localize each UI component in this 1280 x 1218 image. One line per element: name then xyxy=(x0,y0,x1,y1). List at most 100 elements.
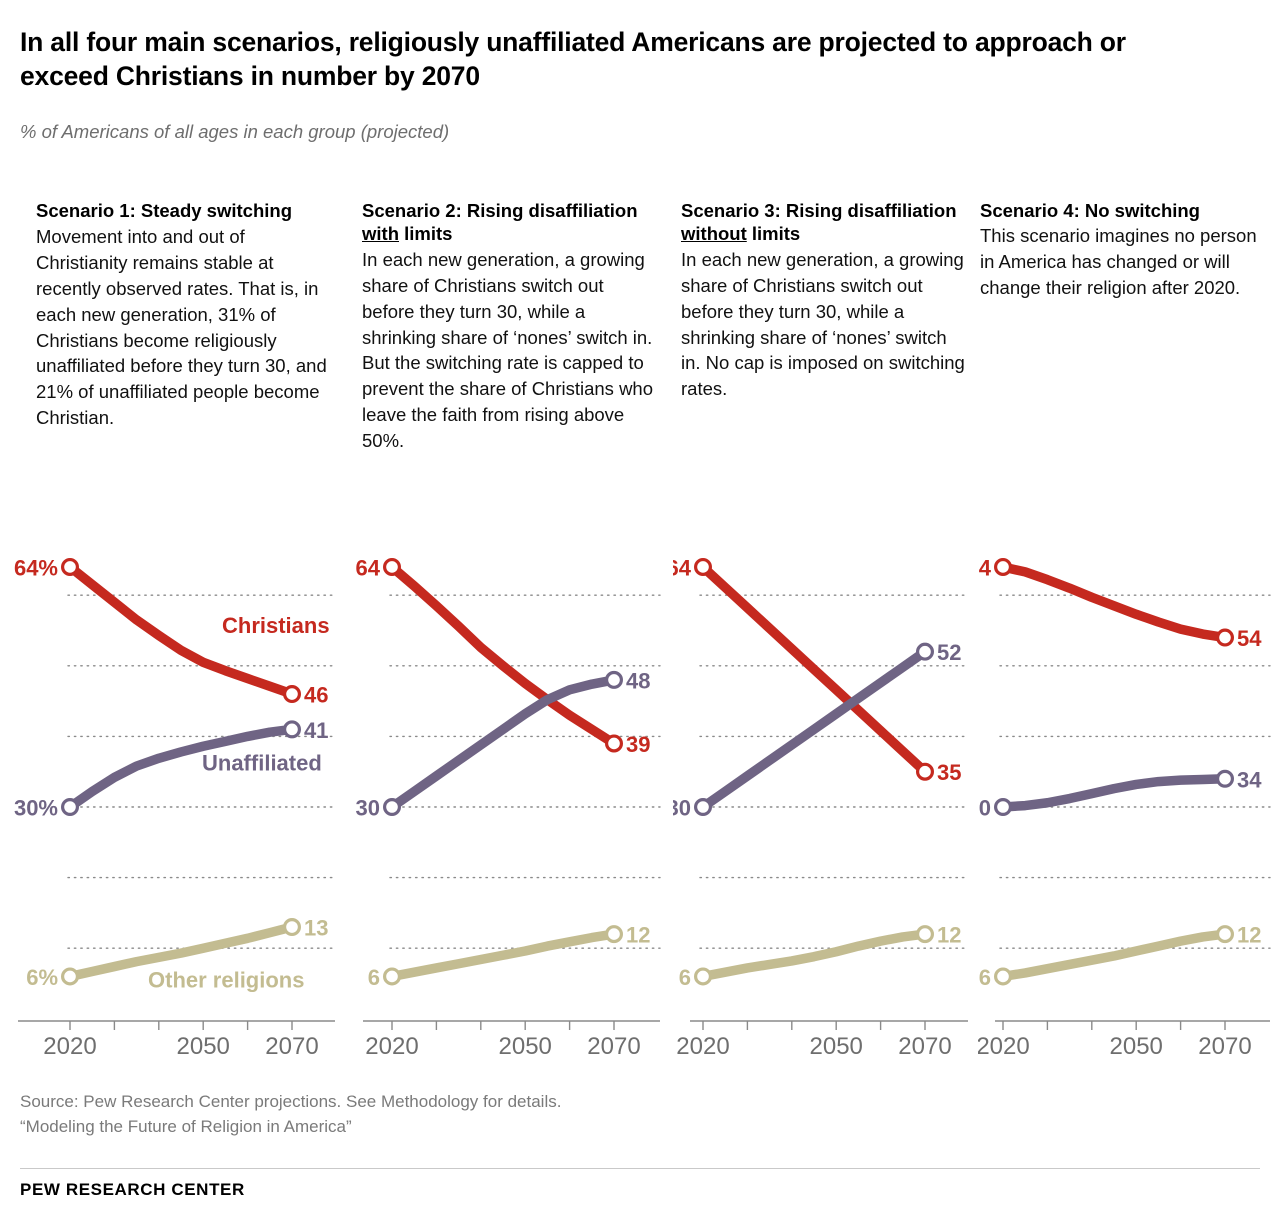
datapoint-marker xyxy=(382,798,401,817)
scenario-1-body: Movement into and out of Christianity re… xyxy=(36,225,327,429)
datapoint-marker xyxy=(994,798,1013,817)
series-line-unaffiliated xyxy=(698,646,930,812)
series-line-christians xyxy=(387,562,619,749)
series-inline-label-unaffiliated: Unaffiliated xyxy=(202,751,322,776)
datapoint-marker xyxy=(60,798,79,817)
scenario-1-heading: Scenario 1: Steady switching xyxy=(36,200,336,223)
datapoint-marker xyxy=(1216,628,1235,647)
datapoint-marker xyxy=(60,557,79,576)
series-line-other-religions xyxy=(65,922,297,982)
datapoint-label-unaffiliated-end: 48 xyxy=(626,668,650,693)
datapoint-marker xyxy=(382,557,401,576)
x-tick-label-2050: 2050 xyxy=(1110,1033,1163,1056)
source-note: Source: Pew Research Center projections.… xyxy=(20,1090,920,1139)
datapoint-label-unaffiliated-end: 34 xyxy=(1237,767,1262,792)
series-line-christians xyxy=(698,562,930,777)
datapoint-marker xyxy=(916,642,935,661)
datapoint-marker xyxy=(283,918,302,937)
datapoint-label-christians-start: 64 xyxy=(673,555,692,580)
page-subtitle: % of Americans of all ages in each group… xyxy=(20,121,450,142)
line-chart-scenario-3: 64 35 30 52 6 12 2020 2050 2070 xyxy=(673,555,969,1056)
scenario-2-heading-underline: with xyxy=(362,222,399,244)
datapoint-label-other-religions-start: 6% xyxy=(26,965,58,990)
datapoint-label-unaffiliated-end: 52 xyxy=(937,640,961,665)
datapoint-label-other-religions-start: 6 xyxy=(679,965,691,990)
chart-panel-scenario-4: 64 54 30 34 6 12 2020 2050 2070 xyxy=(978,536,1280,1056)
x-tick-label-2050: 2050 xyxy=(499,1033,552,1056)
datapoint-marker xyxy=(994,557,1013,576)
datapoint-marker xyxy=(994,967,1013,986)
x-tick-label-2020: 2020 xyxy=(43,1033,96,1056)
scenario-3-body: In each new generation, a growing share … xyxy=(681,248,965,400)
datapoint-marker xyxy=(1216,769,1235,788)
datapoint-label-unaffiliated-start: 30% xyxy=(14,796,58,821)
scenario-3-heading: Scenario 3: Rising disaffiliation withou… xyxy=(681,200,966,246)
line-chart-scenario-4: 64 54 30 34 6 12 2020 2050 2070 xyxy=(978,555,1271,1056)
scenario-descriptions: Scenario 1: Steady switching Movement in… xyxy=(0,200,1280,520)
brand-label: PEW RESEARCH CENTER xyxy=(20,1180,245,1199)
page-title: In all four main scenarios, religiously … xyxy=(20,27,1126,91)
scenario-4-body: This scenario imagines no person in Amer… xyxy=(980,224,1257,298)
x-tick-label-2020: 2020 xyxy=(365,1033,418,1056)
datapoint-label-christians-end: 46 xyxy=(304,683,328,708)
datapoint-marker xyxy=(605,925,624,944)
datapoint-marker xyxy=(283,685,302,704)
datapoint-label-christians-end: 39 xyxy=(626,732,650,757)
x-tick-label-2050: 2050 xyxy=(810,1033,863,1056)
datapoint-label-other-religions-end: 12 xyxy=(1237,923,1261,948)
datapoint-marker xyxy=(694,967,713,986)
datapoint-label-christians-start: 64 xyxy=(978,555,992,580)
scenario-column-3: Scenario 3: Rising disaffiliation withou… xyxy=(681,200,966,402)
x-tick-label-2070: 2070 xyxy=(587,1033,640,1056)
series-line-other-religions xyxy=(698,929,930,982)
datapoint-label-unaffiliated-end: 41 xyxy=(304,718,328,743)
datapoint-label-christians-start: 64% xyxy=(14,555,58,580)
chart-panel-scenario-3: 64 35 30 52 6 12 2020 2050 2070 xyxy=(673,536,1003,1056)
datapoint-marker xyxy=(916,925,935,944)
scenario-2-heading-pre: Scenario 2: Rising disaffiliation xyxy=(362,200,638,221)
datapoint-label-unaffiliated-start: 30 xyxy=(356,796,380,821)
datapoint-label-christians-end: 54 xyxy=(1237,626,1262,651)
footer-divider xyxy=(20,1168,1260,1169)
datapoint-label-christians-start: 64 xyxy=(356,555,381,580)
chart-panels: 64% 46 30% 41 6% 13 Christians Unaffiliated Othe… xyxy=(0,536,1280,1056)
line-chart-scenario-2: 64 39 30 48 6 12 2020 2050 2070 xyxy=(356,555,661,1056)
datapoint-label-other-religions-end: 13 xyxy=(304,916,328,941)
scenario-3-heading-underline: without xyxy=(681,222,747,244)
series-line-other-religions xyxy=(998,929,1230,982)
x-tick-label-2070: 2070 xyxy=(1198,1033,1251,1056)
datapoint-label-other-religions-start: 6 xyxy=(979,965,991,990)
series-line-other-religions xyxy=(387,929,619,982)
scenario-2-heading: Scenario 2: Rising disaffiliation with l… xyxy=(362,200,658,246)
line-chart-scenario-1: 64% 46 30% 41 6% 13 Christians Unaffiliated Othe… xyxy=(14,555,336,1056)
scenario-3-heading-pre: Scenario 3: Rising disaffiliation xyxy=(681,200,957,221)
x-tick-label-2070: 2070 xyxy=(265,1033,318,1056)
scenario-3-heading-post: limits xyxy=(746,222,801,244)
datapoint-marker xyxy=(1216,925,1235,944)
series-line-christians xyxy=(65,562,297,699)
scenario-2-heading-post: limits xyxy=(399,222,453,244)
series-line-unaffiliated xyxy=(998,774,1230,812)
scenario-column-2: Scenario 2: Rising disaffiliation with l… xyxy=(362,200,658,454)
series-line-unaffiliated xyxy=(387,675,619,812)
datapoint-label-other-religions-start: 6 xyxy=(368,965,380,990)
datapoint-label-unaffiliated-start: 30 xyxy=(673,796,691,821)
x-tick-label-2020: 2020 xyxy=(978,1033,1030,1056)
series-line-unaffiliated xyxy=(65,724,297,812)
datapoint-marker xyxy=(605,734,624,753)
scenario-4-heading: Scenario 4: No switching xyxy=(980,200,1260,223)
datapoint-marker xyxy=(382,967,401,986)
source-line-1: Source: Pew Research Center projections.… xyxy=(20,1092,562,1111)
datapoint-label-other-religions-end: 12 xyxy=(937,923,961,948)
datapoint-marker xyxy=(694,798,713,817)
source-line-2: “Modeling the Future of Religion in Amer… xyxy=(20,1116,352,1136)
x-tick-label-2070: 2070 xyxy=(898,1033,951,1056)
datapoint-marker xyxy=(694,557,713,576)
chart-panel-scenario-2: 64 39 30 48 6 12 2020 2050 2070 xyxy=(346,536,676,1056)
datapoint-marker xyxy=(283,720,302,739)
scenario-1-heading-pre: Scenario 1: Steady switching xyxy=(36,200,292,221)
datapoint-label-christians-end: 35 xyxy=(937,760,961,785)
series-inline-label-christians: Christians xyxy=(222,613,330,638)
scenario-4-heading-pre: Scenario 4: No switching xyxy=(980,200,1200,221)
